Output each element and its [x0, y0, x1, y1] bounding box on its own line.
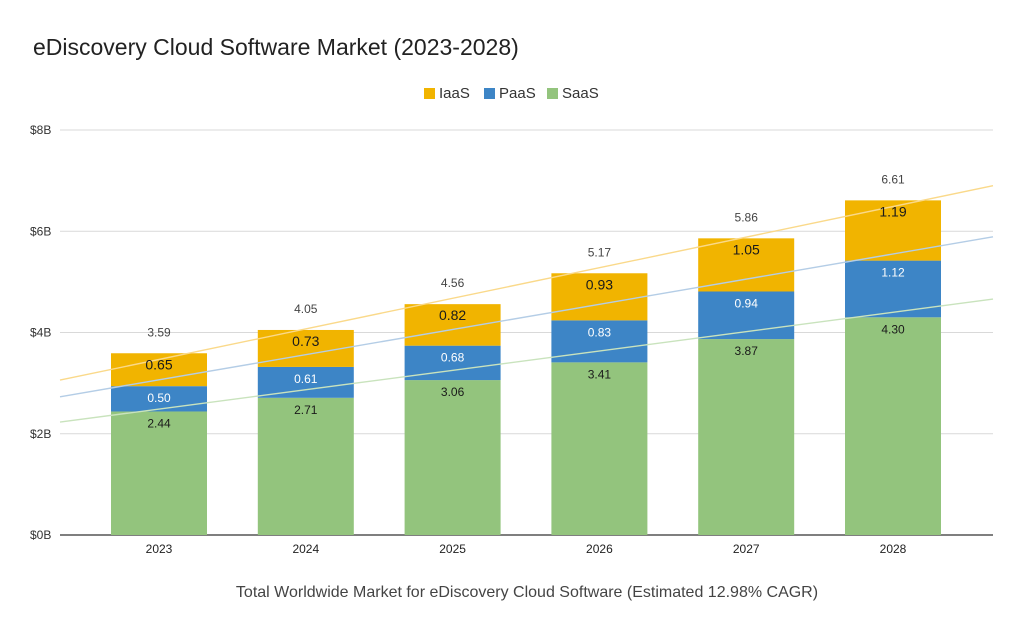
data-label-saas: 2.71 [294, 403, 318, 417]
legend-item-iaas: IaaS [424, 85, 470, 102]
chart-title: eDiscovery Cloud Software Market (2023-2… [33, 34, 519, 60]
bar-segment-saas [845, 317, 941, 535]
bar-segment-iaas [404, 304, 501, 346]
data-label-iaas: 0.73 [292, 333, 319, 349]
data-label-paas: 0.94 [735, 296, 759, 310]
data-label-iaas: 0.93 [586, 276, 613, 292]
data-label-paas: 1.12 [881, 266, 905, 280]
bar-segment-iaas [698, 238, 795, 292]
data-label-paas: 0.61 [294, 372, 318, 386]
data-label-iaas: 1.19 [879, 203, 906, 219]
data-label-paas: 0.68 [441, 351, 465, 365]
bars [111, 200, 941, 535]
legend-swatch [484, 88, 495, 99]
legend: IaaS PaaS SaaS [424, 85, 599, 102]
x-tick-label: 2023 [146, 542, 173, 556]
x-tick-label: 2028 [880, 542, 907, 556]
legend-swatch [424, 88, 435, 99]
data-label-saas: 2.44 [147, 416, 171, 430]
data-label-iaas: 0.65 [145, 356, 172, 372]
bar-segment-saas [698, 339, 795, 535]
bar-segment-paas [111, 386, 207, 412]
trendline-saas [59, 298, 994, 423]
x-tick-label: 2025 [439, 542, 466, 556]
y-tick-label: $8B [30, 123, 51, 137]
value-labels: 2.44 0.50 0.65 3.59 2.71 0.61 0.73 4.05 3.06 0.68… [145, 172, 906, 430]
legend-item-paas: PaaS [484, 85, 536, 102]
legend-label: IaaS [439, 85, 470, 102]
legend-label: SaaS [562, 85, 599, 102]
trendline-iaas [59, 185, 994, 381]
data-label-saas: 3.06 [441, 385, 465, 399]
bar-segment-saas [404, 380, 501, 535]
total-label: 5.17 [588, 245, 612, 259]
y-tick-label: $0B [30, 528, 51, 542]
y-tick-label: $2B [30, 427, 51, 441]
total-label: 3.59 [147, 325, 171, 339]
bar-segment-saas [551, 362, 648, 535]
x-axis: 2023 2024 2025 2026 2027 2028 [146, 542, 907, 556]
x-axis-title: Total Worldwide Market for eDiscovery Cl… [236, 584, 818, 601]
total-label: 6.61 [881, 172, 905, 186]
total-label: 5.86 [735, 210, 759, 224]
x-tick-label: 2024 [292, 542, 319, 556]
data-label-saas: 3.41 [588, 367, 612, 381]
y-tick-label: $6B [30, 224, 51, 238]
gridlines [60, 129, 993, 536]
bar-segment-saas [257, 397, 354, 535]
y-axis: $0B $2B $4B $6B $8B [30, 123, 51, 542]
bar-segment-saas [111, 411, 207, 535]
legend-item-saas: SaaS [547, 85, 599, 102]
y-tick-label: $4B [30, 326, 51, 340]
data-label-saas: 3.87 [735, 344, 759, 358]
data-label-saas: 4.30 [881, 322, 905, 336]
trendline-paas [59, 236, 994, 398]
data-label-paas: 0.50 [147, 391, 171, 405]
data-label-iaas: 1.05 [733, 241, 760, 257]
x-tick-label: 2027 [733, 542, 760, 556]
bar-segment-paas [257, 366, 354, 398]
total-label: 4.56 [441, 276, 465, 290]
total-label: 4.05 [294, 302, 318, 316]
bar-segment-iaas [845, 200, 941, 261]
trendlines [59, 185, 994, 423]
bar-segment-iaas [551, 273, 648, 321]
data-label-paas: 0.83 [588, 325, 612, 339]
x-tick-label: 2026 [586, 542, 613, 556]
legend-swatch [547, 88, 558, 99]
legend-label: PaaS [499, 85, 536, 102]
bar-segment-iaas [111, 353, 207, 387]
data-label-iaas: 0.82 [439, 307, 466, 323]
